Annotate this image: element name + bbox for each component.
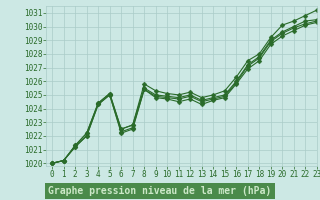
Text: Graphe pression niveau de la mer (hPa): Graphe pression niveau de la mer (hPa) xyxy=(48,186,272,196)
